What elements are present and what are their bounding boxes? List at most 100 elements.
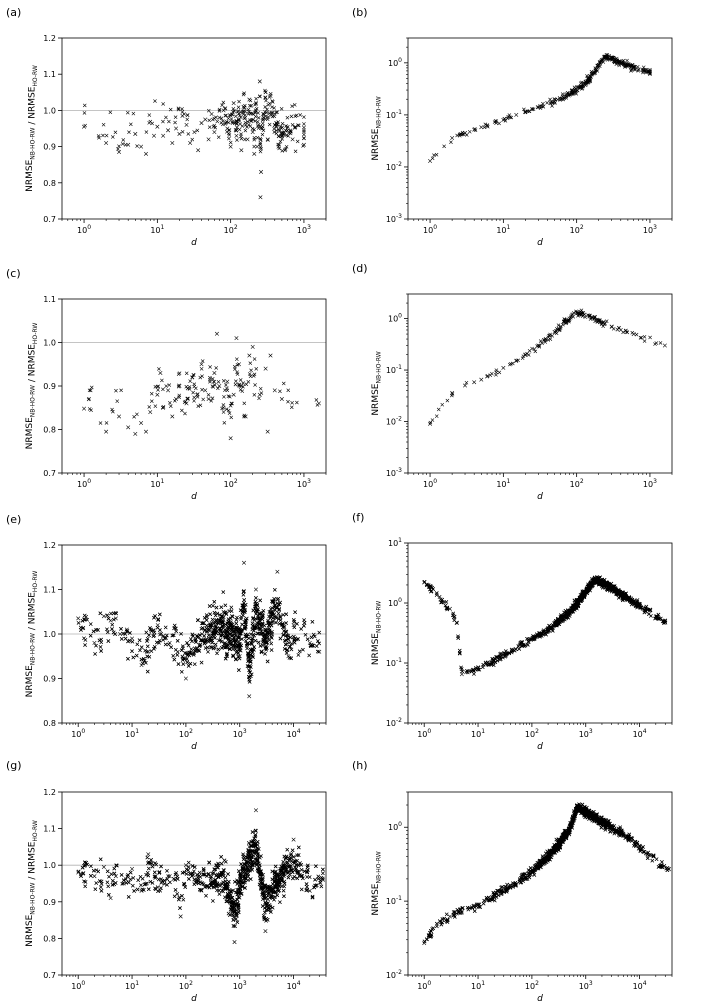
data-point bbox=[187, 664, 190, 667]
data-point bbox=[193, 130, 197, 134]
data-point bbox=[102, 614, 106, 618]
data-point bbox=[251, 345, 255, 349]
panel-label: (f) bbox=[352, 511, 364, 524]
data-point bbox=[126, 111, 129, 114]
data-point bbox=[105, 421, 108, 424]
data-point bbox=[479, 125, 483, 129]
data-point bbox=[224, 121, 227, 124]
data-point bbox=[164, 626, 167, 629]
data-point bbox=[248, 354, 252, 358]
y-axis-label: NRMSENB-HO-RW / NRMSEHO-RW bbox=[25, 65, 39, 192]
data-point bbox=[228, 412, 231, 415]
data-point bbox=[208, 126, 211, 129]
data-point bbox=[481, 666, 484, 669]
data-point bbox=[163, 637, 166, 640]
data-point bbox=[235, 358, 238, 361]
data-point bbox=[273, 588, 276, 591]
data-point bbox=[212, 380, 215, 383]
x-tick-label: 104 bbox=[287, 728, 301, 739]
panel-b: (b)100 101 102 10310-310-210-1100dNRMSENB-H… bbox=[352, 6, 672, 248]
data-point bbox=[266, 430, 270, 434]
data-point bbox=[631, 331, 634, 334]
data-point bbox=[235, 336, 239, 340]
data-point bbox=[165, 384, 168, 387]
data-point bbox=[269, 92, 272, 95]
panel-label: (d) bbox=[352, 262, 368, 275]
scatter-points bbox=[82, 80, 305, 199]
data-point bbox=[82, 637, 85, 640]
data-point bbox=[181, 645, 184, 648]
data-point bbox=[177, 373, 180, 376]
data-point bbox=[230, 416, 233, 419]
data-point bbox=[185, 123, 189, 127]
y-tick-label: 10-3 bbox=[386, 213, 402, 224]
x-tick-label: 101 bbox=[150, 478, 164, 489]
x-axis-label: d bbox=[191, 742, 197, 752]
data-point bbox=[192, 653, 195, 656]
data-point bbox=[144, 152, 148, 156]
data-point bbox=[171, 141, 175, 145]
data-point bbox=[242, 593, 245, 596]
data-point bbox=[213, 117, 216, 120]
data-point bbox=[200, 362, 204, 366]
data-point bbox=[151, 122, 154, 125]
data-point bbox=[114, 131, 117, 134]
data-point bbox=[239, 116, 242, 119]
panel-c: (c)100 101 102 1030.70.80.91.01.1dNRMSENB-H… bbox=[6, 267, 326, 502]
data-point bbox=[154, 405, 157, 408]
data-point bbox=[246, 660, 249, 663]
data-point bbox=[131, 640, 134, 643]
data-point bbox=[152, 134, 156, 138]
data-point bbox=[508, 113, 511, 116]
data-point bbox=[244, 639, 247, 642]
x-tick-label: 102 bbox=[179, 728, 193, 739]
data-point bbox=[285, 651, 288, 654]
data-point bbox=[191, 138, 194, 141]
data-point bbox=[286, 116, 289, 119]
data-point bbox=[295, 622, 298, 625]
data-point bbox=[187, 132, 190, 135]
data-point bbox=[252, 152, 256, 156]
data-point bbox=[89, 634, 92, 637]
data-point bbox=[168, 401, 171, 404]
data-point bbox=[584, 316, 587, 319]
x-tick-label: 100 bbox=[77, 224, 91, 235]
data-point bbox=[76, 617, 80, 621]
data-point bbox=[170, 646, 173, 649]
data-point bbox=[129, 123, 132, 126]
data-point bbox=[117, 145, 120, 148]
data-point bbox=[285, 613, 288, 616]
data-point bbox=[203, 118, 207, 122]
data-point bbox=[495, 369, 498, 372]
y-tick-label: 1.0 bbox=[43, 630, 56, 639]
y-tick-label: 0.9 bbox=[43, 143, 56, 152]
x-tick-label: 100 bbox=[423, 478, 437, 489]
data-point bbox=[215, 332, 219, 336]
data-point bbox=[220, 646, 223, 649]
data-point bbox=[254, 588, 258, 592]
data-point bbox=[245, 617, 248, 620]
data-point bbox=[192, 652, 195, 655]
x-tick-label: 101 bbox=[150, 224, 164, 235]
data-point bbox=[455, 621, 458, 624]
y-tick-label: 1.1 bbox=[43, 586, 56, 595]
data-point bbox=[93, 652, 96, 655]
data-point bbox=[259, 170, 263, 174]
data-point bbox=[555, 332, 558, 335]
data-point bbox=[104, 141, 108, 145]
panel-d: (d)100 101 102 10310-310-210-1100dNRMSENB-H… bbox=[352, 262, 672, 502]
data-point bbox=[302, 122, 305, 125]
x-tick-label: 100 bbox=[71, 728, 85, 739]
data-point bbox=[230, 606, 233, 609]
data-point bbox=[264, 105, 267, 108]
y-tick-label: 100 bbox=[388, 313, 402, 324]
data-point bbox=[243, 138, 246, 141]
data-point bbox=[106, 614, 109, 617]
data-point bbox=[273, 130, 276, 133]
data-point bbox=[126, 657, 129, 660]
data-point bbox=[255, 145, 259, 149]
x-tick-label: 103 bbox=[233, 728, 247, 739]
data-point bbox=[186, 114, 189, 117]
data-point bbox=[211, 618, 214, 621]
y-tick-label: 10-1 bbox=[386, 109, 402, 120]
